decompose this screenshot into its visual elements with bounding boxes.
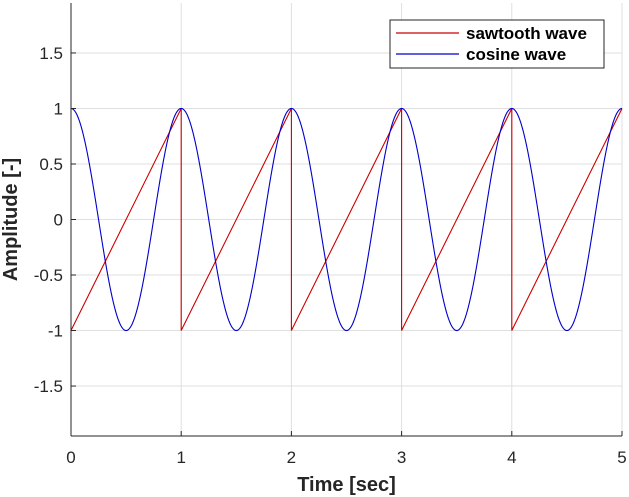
series-layer bbox=[70, 107, 623, 332]
x-tick-label-0: 0 bbox=[66, 448, 75, 467]
y-tick-label-2: 0.5 bbox=[39, 155, 63, 174]
ticks: 0 1 2 3 4 5 1.5 1 0.5 0 -0.5 -1 -1.5 bbox=[34, 44, 627, 467]
y-tick-label-5: -1 bbox=[48, 322, 63, 341]
x-tick-label-5: 5 bbox=[617, 448, 626, 467]
x-axis-title: Time [sec] bbox=[297, 474, 396, 496]
series-line-sawtooth-wave bbox=[70, 108, 623, 331]
x-tick-label-1: 1 bbox=[176, 448, 185, 467]
y-tick-label-1: 1 bbox=[54, 99, 63, 118]
y-tick-label-6: -1.5 bbox=[34, 377, 63, 396]
y-axis-title: Amplitude [-] bbox=[0, 158, 22, 281]
legend-label-sawtooth: sawtooth wave bbox=[466, 24, 587, 43]
y-tick-label-0: 1.5 bbox=[39, 44, 63, 63]
y-tick-label-3: 0 bbox=[54, 211, 63, 230]
x-tick-label-2: 2 bbox=[287, 448, 296, 467]
legend-label-cosine: cosine wave bbox=[466, 45, 566, 64]
y-tick-label-4: -0.5 bbox=[34, 266, 63, 285]
x-tick-label-4: 4 bbox=[507, 448, 516, 467]
x-tick-label-3: 3 bbox=[397, 448, 406, 467]
legend: sawtooth wave cosine wave bbox=[389, 19, 605, 69]
legend-box bbox=[389, 19, 605, 69]
series-line-cosine-wave bbox=[70, 107, 623, 332]
